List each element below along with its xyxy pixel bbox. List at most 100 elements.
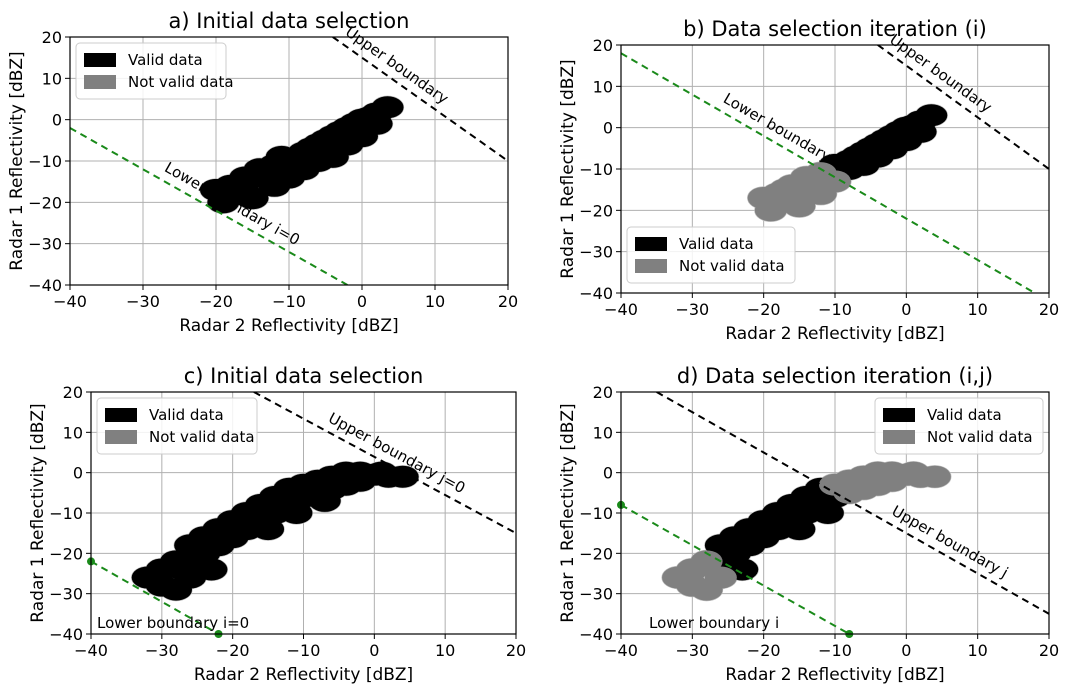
panel-b-y-tick-label: −10 xyxy=(579,160,613,179)
panel-d-boundary-label: Upper boundary j xyxy=(889,502,1012,582)
panel-b-y-tick-label: −30 xyxy=(579,243,613,262)
panel-c-x-tick-label: −40 xyxy=(74,641,108,660)
panel-d-x-tick-label: −40 xyxy=(604,641,638,660)
panel-b-legend: Valid data Not valid data xyxy=(626,226,796,284)
panel-d-point-fill xyxy=(690,550,723,573)
panel-d-legend-swatch xyxy=(883,430,915,444)
panel-d-y-tick-label: 10 xyxy=(593,423,613,442)
panel-b-x-axis-label: Radar 2 Reflectivity [dBZ] xyxy=(725,324,944,344)
panel-c-legend: Valid data Not valid data xyxy=(96,397,258,455)
panel-d-x-axis-label: Radar 2 Reflectivity [dBZ] xyxy=(725,665,944,685)
panel-c-y-tick-label: −10 xyxy=(49,504,83,523)
panel-c-y-tick-label: 0 xyxy=(73,464,83,483)
panel-d-title: d) Data selection iteration (i,j) xyxy=(677,364,993,388)
panel-d-y-tick-label: −20 xyxy=(579,544,613,563)
panel-d-y-tick-label: 20 xyxy=(593,383,613,402)
panel-a-y-tick-label: 10 xyxy=(42,69,62,88)
panel-a-y-axis-label: Radar 1 Reflectivity [dBZ] xyxy=(7,51,27,270)
panel-a-y-tick-label: −10 xyxy=(28,152,62,171)
panel-a-y-tick-label: 20 xyxy=(42,28,62,47)
panel-c-legend-label: Valid data xyxy=(149,406,224,424)
panel-a-legend-label: Valid data xyxy=(128,51,203,69)
panel-b-x-tick-label: 20 xyxy=(1039,300,1059,319)
panel-c-boundary-line-0 xyxy=(253,392,516,535)
panel-d-x-tick-label: −20 xyxy=(747,641,781,660)
panel-d-legend: Valid data Not valid data xyxy=(874,397,1044,455)
panel-c-y-tick-label: −20 xyxy=(49,544,83,563)
panel-a-legend-label: Not valid data xyxy=(128,73,234,91)
panel-b-plot-frame xyxy=(620,44,1050,294)
panel-c-legend-swatch xyxy=(105,408,137,422)
panel-c-legend-swatch xyxy=(105,430,137,444)
panel-b-y-axis-label: Radar 1 Reflectivity [dBZ] xyxy=(558,59,578,278)
panel-d-point-fill xyxy=(811,502,844,524)
panel-b-point-fill xyxy=(754,199,787,222)
panel-c-plot-frame xyxy=(90,391,517,635)
panel-d-y-axis-label: Radar 1 Reflectivity [dBZ] xyxy=(558,403,578,622)
panel-c-point-fill xyxy=(145,574,178,597)
panel-a-y-tick-label: 0 xyxy=(52,111,62,130)
panel-b-x-tick-label: −10 xyxy=(818,300,852,319)
panel-c-point-fill xyxy=(252,518,285,541)
panel-b-y-tick-label: −40 xyxy=(579,284,613,303)
panel-b-boundary-line-1 xyxy=(621,52,1036,293)
panel-a-legend-swatch xyxy=(84,75,116,89)
panel-d-y-tick-label: 0 xyxy=(603,464,613,483)
panel-a-x-tick-label: 0 xyxy=(357,292,367,311)
panel-c: c) Initial data selection Radar 2 Reflec… xyxy=(28,364,526,685)
panel-a-title: a) Initial data selection xyxy=(169,9,410,33)
panel-b-point-fill xyxy=(897,114,930,137)
panel-c-y-tick-label: −40 xyxy=(49,625,83,644)
panel-b-point-fill xyxy=(797,170,830,193)
panel-a-plot-frame xyxy=(69,36,509,286)
panel-c-x-tick-label: −10 xyxy=(287,641,321,660)
panel-b-title: b) Data selection iteration (i) xyxy=(683,17,987,41)
panel-a-legend-swatch xyxy=(84,53,116,67)
panel-a-point-fill xyxy=(353,106,386,129)
panel-c-x-tick-label: −20 xyxy=(216,641,250,660)
panel-b-y-tick-label: 10 xyxy=(593,77,613,96)
panel-c-point-fill xyxy=(280,502,313,524)
panel-b-legend-label: Not valid data xyxy=(679,257,785,275)
panel-b-boundary-label: Lower boundary i xyxy=(720,89,842,170)
panel-b-y-tick-label: 20 xyxy=(593,36,613,55)
panel-d-y-tick-label: −40 xyxy=(579,625,613,644)
panel-b-x-tick-label: −20 xyxy=(747,300,781,319)
panel-c-point-fill xyxy=(308,489,341,512)
panel-c-legend-label: Not valid data xyxy=(149,428,255,446)
panel-d-boundary-line-1 xyxy=(621,504,850,634)
panel-b-legend-swatch xyxy=(635,259,667,273)
panel-d-y-tick-label: −10 xyxy=(579,504,613,523)
panel-c-point-fill xyxy=(365,461,398,484)
panel-b-x-tick-label: 0 xyxy=(901,300,911,319)
panel-c-point-fill xyxy=(337,465,370,488)
panel-b-legend-label: Valid data xyxy=(679,235,754,253)
panel-c-annotation: Lower boundary i=0 xyxy=(97,614,249,632)
panel-c-y-axis-label: Radar 1 Reflectivity [dBZ] xyxy=(28,403,48,622)
panel-c-boundary-line-1 xyxy=(91,560,219,634)
panel-c-y-tick-label: 10 xyxy=(63,423,83,442)
panel-d-x-tick-label: −30 xyxy=(675,641,709,660)
panel-d-x-tick-label: −10 xyxy=(818,641,852,660)
panel-d-legend-label: Not valid data xyxy=(927,428,1033,446)
panel-d-boundary-line-0 xyxy=(656,392,1049,615)
panel-d-y-tick-label: −30 xyxy=(579,585,613,604)
panel-a-x-tick-label: −20 xyxy=(199,292,233,311)
panel-d-legend-box xyxy=(874,397,1044,455)
panel-d-point-fill xyxy=(897,461,930,484)
panel-c-point-fill xyxy=(195,558,228,581)
panel-b-x-tick-label: 10 xyxy=(967,300,987,319)
panel-a-y-tick-label: −40 xyxy=(28,276,62,295)
panel-d-legend-swatch xyxy=(883,408,915,422)
panel-c-x-tick-label: 20 xyxy=(506,641,526,660)
panel-a-x-axis-label: Radar 2 Reflectivity [dBZ] xyxy=(179,316,398,336)
panel-a-point-fill xyxy=(221,183,254,206)
panel-d: d) Data selection iteration (i,j) Radar … xyxy=(558,364,1059,685)
panel-a-legend: Valid data Not valid data xyxy=(75,42,234,100)
panel-d-x-tick-label: 20 xyxy=(1039,641,1059,660)
panel-c-title: c) Initial data selection xyxy=(184,364,424,388)
panel-c-y-tick-label: 20 xyxy=(63,383,83,402)
panel-a-boundary-line-1 xyxy=(70,127,348,285)
panel-b-boundary-label: Upper boundary xyxy=(886,30,995,116)
panel-d-plot-frame xyxy=(620,391,1050,635)
